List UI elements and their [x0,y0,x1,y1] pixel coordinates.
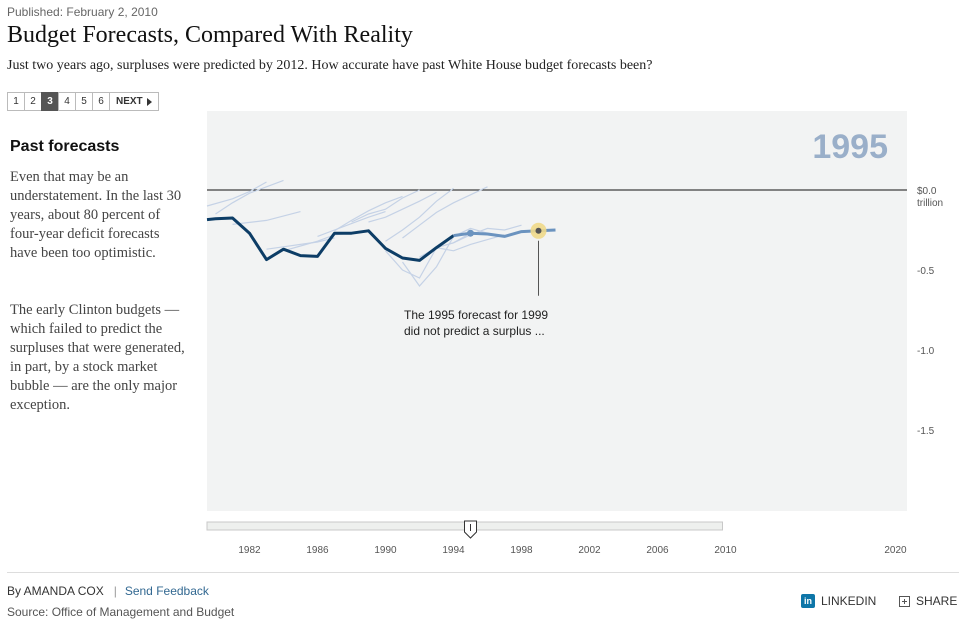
x-tick-label: 2006 [646,545,669,556]
past-forecast-line [402,186,488,239]
current-forecast-start-point [467,229,474,237]
current-year-label: 1995 [812,128,888,166]
page-subtitle: Just two years ago, surpluses were predi… [7,58,653,73]
sidebar-heading: Past forecasts [10,138,120,155]
past-forecast-line [402,227,488,287]
past-forecast-line [334,195,403,232]
actual-deficit-line [206,216,455,262]
past-forecast-line [232,211,301,225]
past-forecast-line [266,237,335,250]
byline: By AMANDA COX | Send Feedback [7,584,209,598]
past-forecast-line [206,181,267,207]
x-tick-label: 1990 [374,545,397,556]
published-date: Published: February 2, 2010 [7,5,158,19]
plot-background [207,111,907,511]
play-triangle-icon [146,97,152,106]
y-unit-label: trillion [917,198,943,209]
past-forecast-line [215,179,284,215]
y-tick-label: -1.0 [917,346,935,357]
y-tick-label: -1.5 [917,426,935,437]
annotation-line-1: The 1995 forecast for 1999 [404,308,548,322]
x-tick-label: 1982 [238,545,261,556]
past-forecast-line [368,191,437,223]
share-button[interactable]: SHARE [899,594,957,608]
linkedin-icon: in [801,594,815,608]
share-label: SHARE [916,594,958,608]
page-button-4[interactable]: 4 [58,92,76,111]
sidebar-paragraph-1: Even that may be an understatement. In t… [10,169,182,261]
next-button[interactable]: NEXT [109,92,159,111]
x-tick-label: 2010 [714,545,737,556]
past-forecast-line [317,211,386,237]
x-tick-label: 1986 [306,545,329,556]
byline-separator: | [113,584,117,598]
plus-box-icon [899,595,910,607]
footer-divider [7,572,959,573]
byline-author: By AMANDA COX [7,584,104,598]
send-feedback-link[interactable]: Send Feedback [124,584,209,598]
y-tick-label: -0.5 [917,266,935,277]
x-tick-label: 2020 [884,545,907,556]
x-tick-label: 2002 [578,545,601,556]
sidebar-paragraph-2: The early Clinton budgets — which failed… [10,302,185,413]
past-forecast-line [436,224,522,249]
past-forecast-line [385,187,454,242]
page-title: Budget Forecasts, Compared With Reality [7,22,413,48]
linkedin-label: LINKEDIN [821,594,877,608]
x-tick-label: 1994 [442,545,465,556]
y-tick-label: $0.0 [917,186,937,197]
annotation-line-2: did not predict a surplus ... [404,324,545,338]
forecast-chart-svg: 1995 $0.0 -0.5 -1.0 -1.5 trillion The 1995 for… [206,111,943,556]
linkedin-button[interactable]: in LINKEDIN [801,594,876,608]
next-button-label: NEXT [116,96,143,107]
highlight-point[interactable] [535,227,542,234]
forecast-chart: 1995 $0.0 -0.5 -1.0 -1.5 trillion The 1995 for… [0,108,963,563]
slide-pager: 1 2 3 4 5 6 NEXT [7,92,159,111]
x-tick-label: 1998 [510,545,533,556]
past-forecast-line [351,189,420,223]
source-note: Source: Office of Management and Budget [7,605,235,619]
